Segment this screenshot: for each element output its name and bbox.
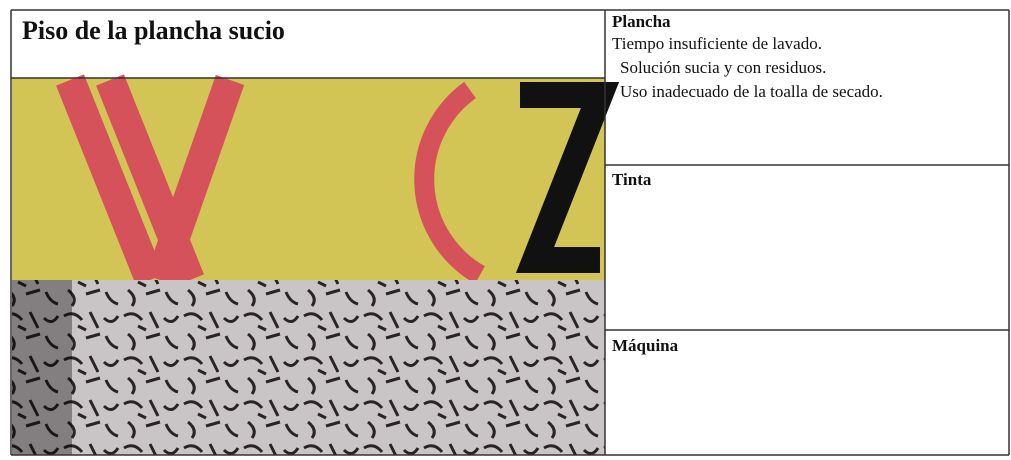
section-heading: Plancha <box>612 12 671 31</box>
section-line: Solución sucia y con residuos. <box>620 58 827 77</box>
section: Tinta <box>612 170 1007 190</box>
section: Plancha Tiempo insuficiente de lavado. Sol… <box>612 12 1007 104</box>
section-heading: Tinta <box>612 170 652 189</box>
section-heading: Máquina <box>612 336 679 355</box>
section-line: Uso inadecuado de la toalla de secado. <box>620 82 883 101</box>
section-line: Tiempo insuficiente de lavado. <box>612 34 822 53</box>
title: Piso de la plancha sucio <box>22 16 285 45</box>
section: Máquina <box>612 336 1007 356</box>
